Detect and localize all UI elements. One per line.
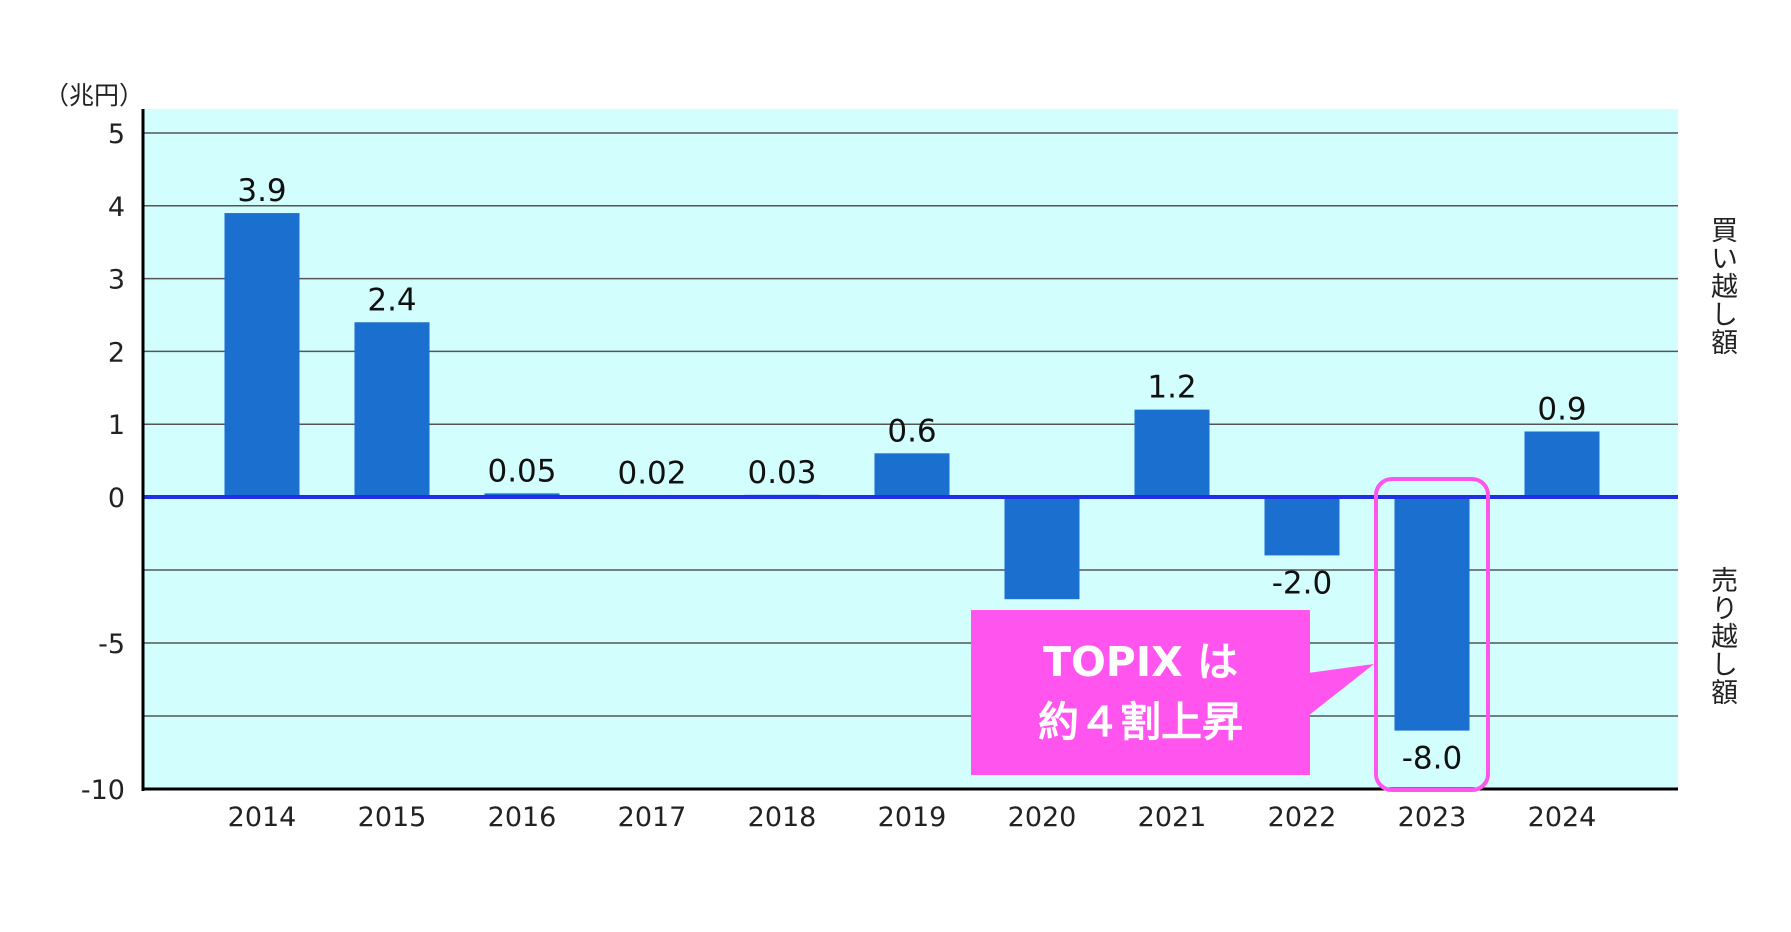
x-tick-label: 2015: [358, 802, 427, 833]
data-label: 1.2: [1147, 370, 1196, 406]
x-tick-label: 2017: [618, 802, 687, 833]
data-label: 3.9: [237, 173, 286, 209]
data-label: 0.02: [617, 456, 686, 492]
annotation-line2: 約４割上昇: [1038, 697, 1243, 746]
highlight-box: [1374, 477, 1490, 792]
data-label: 0.03: [747, 455, 816, 491]
x-tick-label: 2014: [228, 802, 297, 833]
right-label-sell: 売り越し額: [1706, 566, 1737, 706]
x-tick-label: 2023: [1398, 802, 1467, 833]
x-tick-label: 2018: [748, 802, 817, 833]
bar-2022: [1264, 497, 1340, 556]
callout-tail: [1308, 664, 1374, 716]
annotation-callout: TOPIX は 約４割上昇: [971, 610, 1310, 775]
bar-2024: [1524, 431, 1600, 497]
bar-2015: [354, 322, 430, 497]
y-tick-label: 5: [108, 119, 125, 150]
bar-2023: [1394, 497, 1470, 731]
x-tick-label: 2022: [1268, 802, 1337, 833]
bar-2014: [224, 213, 300, 497]
y-tick-label: -10: [81, 775, 125, 806]
x-tick-label: 2020: [1008, 802, 1077, 833]
right-label-buy: 買い越し額: [1706, 216, 1737, 356]
data-label: -2.0: [1272, 565, 1333, 601]
data-label: 2.4: [367, 282, 416, 318]
bar-2021: [1134, 409, 1210, 497]
annotation-line1: TOPIX は: [1042, 638, 1238, 687]
x-tick-label: 2016: [488, 802, 557, 833]
data-label: 0.9: [1537, 391, 1586, 427]
y-tick-label: 3: [108, 265, 125, 296]
unit-label: （兆円）: [44, 81, 145, 110]
y-tick-label: 4: [108, 192, 125, 223]
bar-2020: [1004, 497, 1080, 600]
y-tick-label: -5: [98, 629, 125, 660]
y-tick-label: 1: [108, 410, 125, 441]
x-tick-label: 2019: [878, 802, 947, 833]
x-tick-label: 2021: [1138, 802, 1207, 833]
data-label: 0.6: [887, 413, 936, 449]
x-tick-label: 2024: [1528, 802, 1597, 833]
data-label: 0.05: [487, 453, 556, 489]
data-label: -8.0: [1402, 741, 1463, 777]
y-tick-label: 2: [108, 337, 125, 368]
y-tick-label: 0: [108, 483, 125, 514]
bar-2019: [874, 453, 950, 497]
